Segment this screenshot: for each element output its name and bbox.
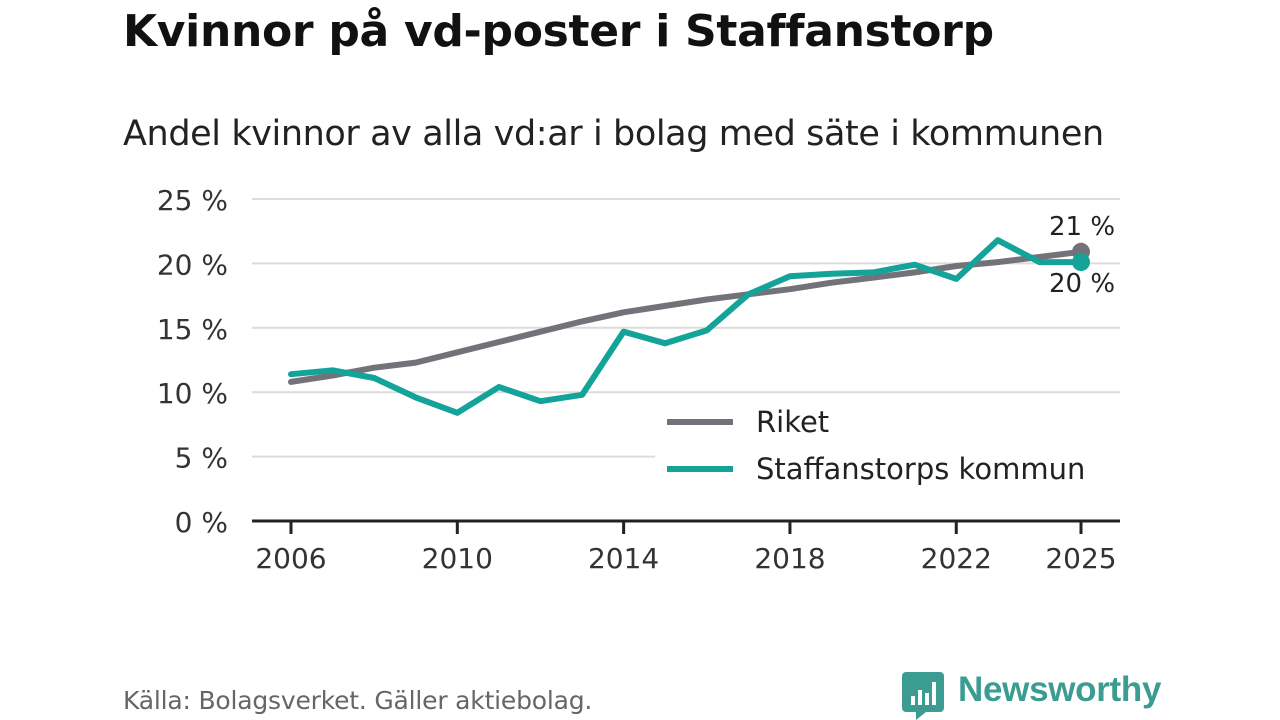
x-tick-label: 2006 — [255, 542, 326, 575]
y-tick-label: 25 % — [157, 184, 228, 217]
y-tick-label: 5 % — [175, 442, 228, 475]
bar-chart-speech-bubble-icon — [902, 672, 944, 720]
x-tick-label: 2025 — [1045, 542, 1116, 575]
y-tick-label: 15 % — [157, 313, 228, 346]
legend-background — [655, 398, 1120, 498]
legend-label: Riket — [756, 405, 829, 439]
series-line-staffanstorp — [288, 237, 1084, 416]
y-tick-label: 0 % — [175, 506, 228, 539]
y-tick-label: 20 % — [157, 248, 228, 281]
source-note: Källa: Bolagsverket. Gäller aktiebolag. — [123, 686, 593, 715]
y-tick-label: 10 % — [157, 377, 228, 410]
x-tick-label: 2014 — [588, 542, 659, 575]
end-value-label: 20 % — [1049, 269, 1115, 299]
x-tick-label: 2018 — [754, 542, 825, 575]
x-tick-label: 2022 — [921, 542, 992, 575]
brand-name: Newsworthy — [958, 670, 1162, 709]
chart-title: Kvinnor på vd-poster i Staffanstorp — [123, 6, 994, 57]
chart-subtitle: Andel kvinnor av alla vd:ar i bolag med … — [123, 114, 1104, 154]
end-value-label: 21 % — [1049, 212, 1115, 242]
series-line-riket — [288, 248, 1084, 385]
end-point-staffanstorp — [1072, 253, 1090, 272]
legend-label: Staffanstorps kommun — [756, 452, 1085, 486]
x-tick-label: 2010 — [422, 542, 493, 575]
